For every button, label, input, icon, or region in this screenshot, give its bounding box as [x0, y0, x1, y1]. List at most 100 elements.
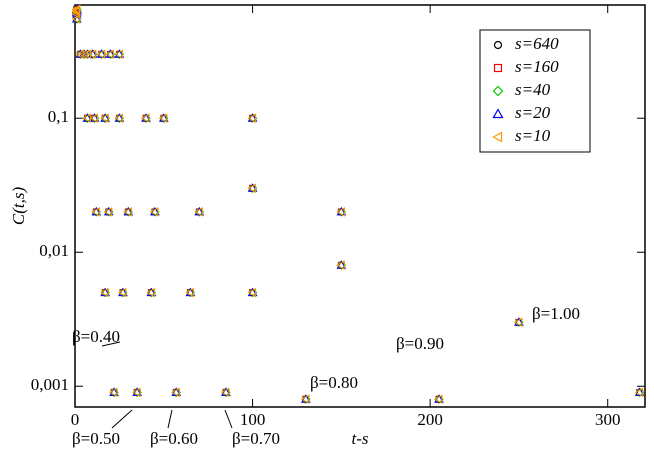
annotation-arrow: [101, 341, 121, 347]
data-point: [114, 49, 125, 58]
data-point: [100, 287, 111, 297]
data-point: [71, 4, 81, 15]
data-point: [118, 287, 128, 297]
data-point: [185, 287, 196, 297]
data-point: [336, 260, 347, 269]
data-point: [514, 317, 524, 326]
data-point: [247, 287, 258, 297]
data-point: [171, 387, 180, 398]
data-point: [89, 113, 99, 124]
data-point: [513, 317, 523, 328]
data-point: [100, 113, 111, 122]
data-point: [123, 207, 132, 217]
legend-label: s=160: [515, 57, 559, 76]
annotation-arrow: [224, 409, 233, 429]
data-point: [132, 387, 141, 398]
annotation: β=1.00: [532, 304, 580, 323]
data-point: [91, 207, 100, 217]
legend-label: s=10: [515, 126, 551, 145]
annotation-arrow: [111, 409, 133, 429]
data-point: [82, 49, 91, 60]
y-tick-label: 0,001: [31, 375, 69, 394]
data-point: [103, 206, 114, 216]
data-point: [117, 287, 127, 298]
data-point: [247, 183, 258, 192]
annotation: β=0.90: [396, 334, 444, 353]
x-axis-label: t-s: [352, 429, 369, 448]
legend-box: [479, 29, 591, 153]
plot-frame: [74, 4, 646, 408]
data-point: [247, 183, 257, 194]
x-tick-label: 300: [595, 410, 621, 429]
data-point: [82, 113, 93, 122]
data-point: [336, 207, 345, 217]
data-point: [300, 394, 311, 403]
data-point: [71, 14, 82, 23]
annotation: β=0.40: [72, 327, 120, 346]
data-point: [146, 287, 157, 297]
data-point: [105, 49, 115, 60]
data-point: [336, 260, 345, 271]
data-point: [336, 206, 347, 216]
data-point: [171, 387, 182, 396]
annotation-arrow: [167, 409, 173, 429]
y-tick-label: 0,01: [39, 241, 69, 260]
data-point: [114, 113, 125, 122]
data-point: [221, 387, 231, 396]
data-point: [114, 113, 123, 124]
y-axis-label: C(t,s): [9, 187, 28, 226]
data-point: [220, 387, 230, 398]
data-point: [158, 113, 169, 122]
legend-label: s=40: [515, 80, 551, 99]
legend-marker: [493, 40, 503, 50]
data-point: [100, 113, 109, 124]
data-point: [247, 113, 258, 122]
legend-label: s=640: [515, 34, 559, 53]
legend-marker: [492, 85, 504, 97]
annotation: β=0.70: [232, 429, 280, 448]
data-point: [109, 387, 118, 398]
data-point: [185, 287, 194, 298]
data-point: [96, 49, 107, 58]
data-point: [146, 287, 155, 298]
legend-marker: [492, 108, 504, 119]
data-point: [100, 287, 109, 298]
data-point: [91, 206, 102, 216]
annotation: β=0.60: [150, 429, 198, 448]
x-tick-label: 0: [71, 410, 80, 429]
data-point: [109, 387, 119, 396]
data-point: [123, 206, 134, 216]
data-point: [87, 49, 97, 60]
annotation: β=0.50: [72, 429, 120, 448]
legend-label: s=20: [515, 103, 551, 122]
data-point: [434, 394, 444, 403]
data-point: [141, 113, 150, 124]
data-point: [132, 387, 143, 396]
data-point: [103, 207, 113, 217]
data-point: [634, 387, 645, 396]
data-point: [158, 113, 168, 124]
data-point: [194, 207, 203, 217]
annotation: β=0.80: [310, 373, 358, 392]
data-point: [300, 394, 310, 405]
legend-marker: [492, 131, 503, 143]
data-point: [78, 49, 88, 60]
data-point: [194, 206, 205, 216]
data-point: [149, 207, 159, 217]
data-point: [434, 394, 443, 405]
x-tick-label: 200: [417, 410, 443, 429]
data-point: [105, 49, 116, 58]
data-point: [114, 49, 123, 60]
data-point: [71, 14, 81, 24]
data-point: [247, 113, 257, 124]
data-point: [96, 49, 106, 60]
x-tick-label: 100: [240, 410, 266, 429]
data-point: [89, 113, 100, 122]
data-point: [634, 387, 644, 398]
y-tick-label: 0,1: [48, 107, 69, 126]
legend-marker: [493, 63, 503, 73]
data-point: [247, 287, 257, 298]
data-point: [150, 206, 160, 216]
data-point: [141, 113, 151, 122]
